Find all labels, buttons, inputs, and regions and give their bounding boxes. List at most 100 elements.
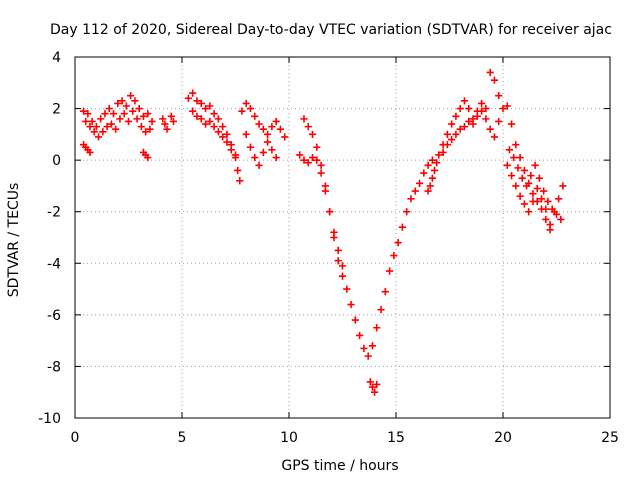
data-point-plus bbox=[356, 331, 364, 340]
data-point-plus bbox=[456, 125, 464, 133]
data-point-plus bbox=[86, 123, 94, 131]
y-tick-label: 4 bbox=[52, 50, 61, 66]
data-point-plus bbox=[242, 99, 250, 108]
data-point-plus bbox=[300, 156, 308, 164]
data-point-plus bbox=[555, 195, 563, 203]
data-point-plus bbox=[219, 123, 227, 131]
data-point-plus bbox=[535, 174, 543, 182]
data-point-plus bbox=[548, 205, 556, 213]
data-point-plus bbox=[255, 161, 263, 169]
data-point-plus bbox=[214, 128, 222, 136]
data-point-plus bbox=[326, 208, 334, 216]
data-point-plus bbox=[296, 151, 304, 159]
data-point-plus bbox=[334, 257, 342, 265]
data-point-plus bbox=[385, 267, 394, 275]
data-point-plus bbox=[193, 112, 201, 120]
data-point-plus bbox=[101, 110, 109, 118]
data-point-plus bbox=[420, 169, 428, 177]
data-point-plus bbox=[520, 166, 528, 175]
data-point-plus bbox=[201, 104, 210, 113]
data-point-plus bbox=[347, 300, 355, 309]
data-point-plus bbox=[131, 97, 139, 105]
data-point-plus bbox=[210, 110, 218, 118]
x-tick-label: 25 bbox=[601, 430, 619, 446]
data-point-plus bbox=[92, 123, 100, 131]
data-point-plus bbox=[189, 107, 197, 115]
data-point-plus bbox=[135, 104, 143, 113]
data-point-plus bbox=[507, 120, 516, 128]
data-point-plus bbox=[86, 148, 94, 157]
data-point-plus bbox=[272, 153, 280, 162]
data-point-plus bbox=[529, 197, 537, 205]
data-point-plus bbox=[424, 161, 432, 169]
data-point-plus bbox=[161, 120, 169, 128]
y-tick-label: -4 bbox=[47, 256, 61, 272]
data-point-plus bbox=[522, 182, 531, 190]
data-point-plus bbox=[478, 107, 486, 115]
data-point-plus bbox=[317, 161, 325, 169]
data-point-plus bbox=[313, 143, 321, 151]
data-point-plus bbox=[304, 159, 312, 167]
data-point-plus bbox=[197, 115, 205, 123]
data-point-plus bbox=[373, 380, 381, 389]
data-point-plus bbox=[193, 97, 201, 105]
data-point-plus bbox=[514, 164, 522, 172]
data-point-plus bbox=[159, 115, 167, 123]
data-point-plus bbox=[144, 110, 152, 118]
data-point-plus bbox=[139, 112, 148, 120]
data-point-plus bbox=[428, 174, 436, 182]
data-point-plus bbox=[373, 324, 381, 332]
data-point-plus bbox=[206, 117, 214, 126]
data-point-plus bbox=[330, 228, 338, 236]
data-point-plus bbox=[505, 146, 514, 154]
data-point-plus bbox=[552, 210, 561, 218]
data-point-plus bbox=[338, 262, 347, 270]
data-point-plus bbox=[544, 197, 552, 205]
data-point-plus bbox=[403, 208, 411, 216]
data-point-plus bbox=[334, 246, 342, 254]
data-point-plus bbox=[460, 123, 469, 131]
x-tick-label: 15 bbox=[387, 430, 405, 446]
data-point-plus bbox=[452, 112, 460, 120]
data-point-plus bbox=[456, 104, 464, 113]
data-point-plus bbox=[433, 159, 441, 167]
data-point-plus bbox=[424, 187, 432, 195]
data-point-plus bbox=[452, 130, 460, 138]
data-point-plus bbox=[238, 107, 246, 115]
data-point-plus bbox=[465, 117, 473, 126]
data-point-plus bbox=[482, 115, 490, 123]
data-point-plus bbox=[308, 130, 317, 138]
data-point-plus bbox=[116, 115, 124, 123]
data-point-plus bbox=[264, 130, 272, 138]
x-axis-tick-labels: 0 5 10 15 20 25 bbox=[71, 430, 619, 446]
data-point-plus bbox=[169, 117, 178, 126]
data-point-plus bbox=[394, 239, 402, 247]
data-point-plus bbox=[90, 128, 98, 136]
data-point-plus bbox=[281, 133, 289, 141]
data-point-plus bbox=[246, 143, 255, 151]
data-point-plus bbox=[79, 107, 88, 115]
chart-title: Day 112 of 2020, Sidereal Day-to-day VTE… bbox=[50, 22, 612, 38]
y-axis-label: SDTVAR / TECUs bbox=[6, 183, 22, 298]
data-point-plus bbox=[300, 115, 308, 123]
data-point-plus bbox=[482, 104, 490, 113]
y-tick-label: -2 bbox=[47, 205, 61, 221]
x-tick-label: 5 bbox=[178, 430, 187, 446]
data-point-plus bbox=[259, 148, 267, 157]
data-point-plus bbox=[99, 128, 107, 136]
data-point-plus bbox=[109, 110, 118, 118]
data-point-plus bbox=[107, 120, 115, 128]
data-point-plus bbox=[259, 125, 267, 133]
data-point-plus bbox=[264, 138, 272, 146]
data-point-plus bbox=[88, 117, 96, 126]
data-point-plus bbox=[407, 195, 415, 203]
x-axis-label: GPS time / hours bbox=[281, 458, 398, 474]
data-points bbox=[79, 68, 567, 396]
data-point-plus bbox=[122, 102, 130, 110]
data-point-plus bbox=[227, 146, 235, 154]
data-point-plus bbox=[97, 115, 105, 123]
data-point-plus bbox=[317, 169, 325, 177]
data-point-plus bbox=[234, 166, 242, 175]
x-tick-label: 10 bbox=[280, 430, 298, 446]
data-point-plus bbox=[189, 89, 197, 97]
